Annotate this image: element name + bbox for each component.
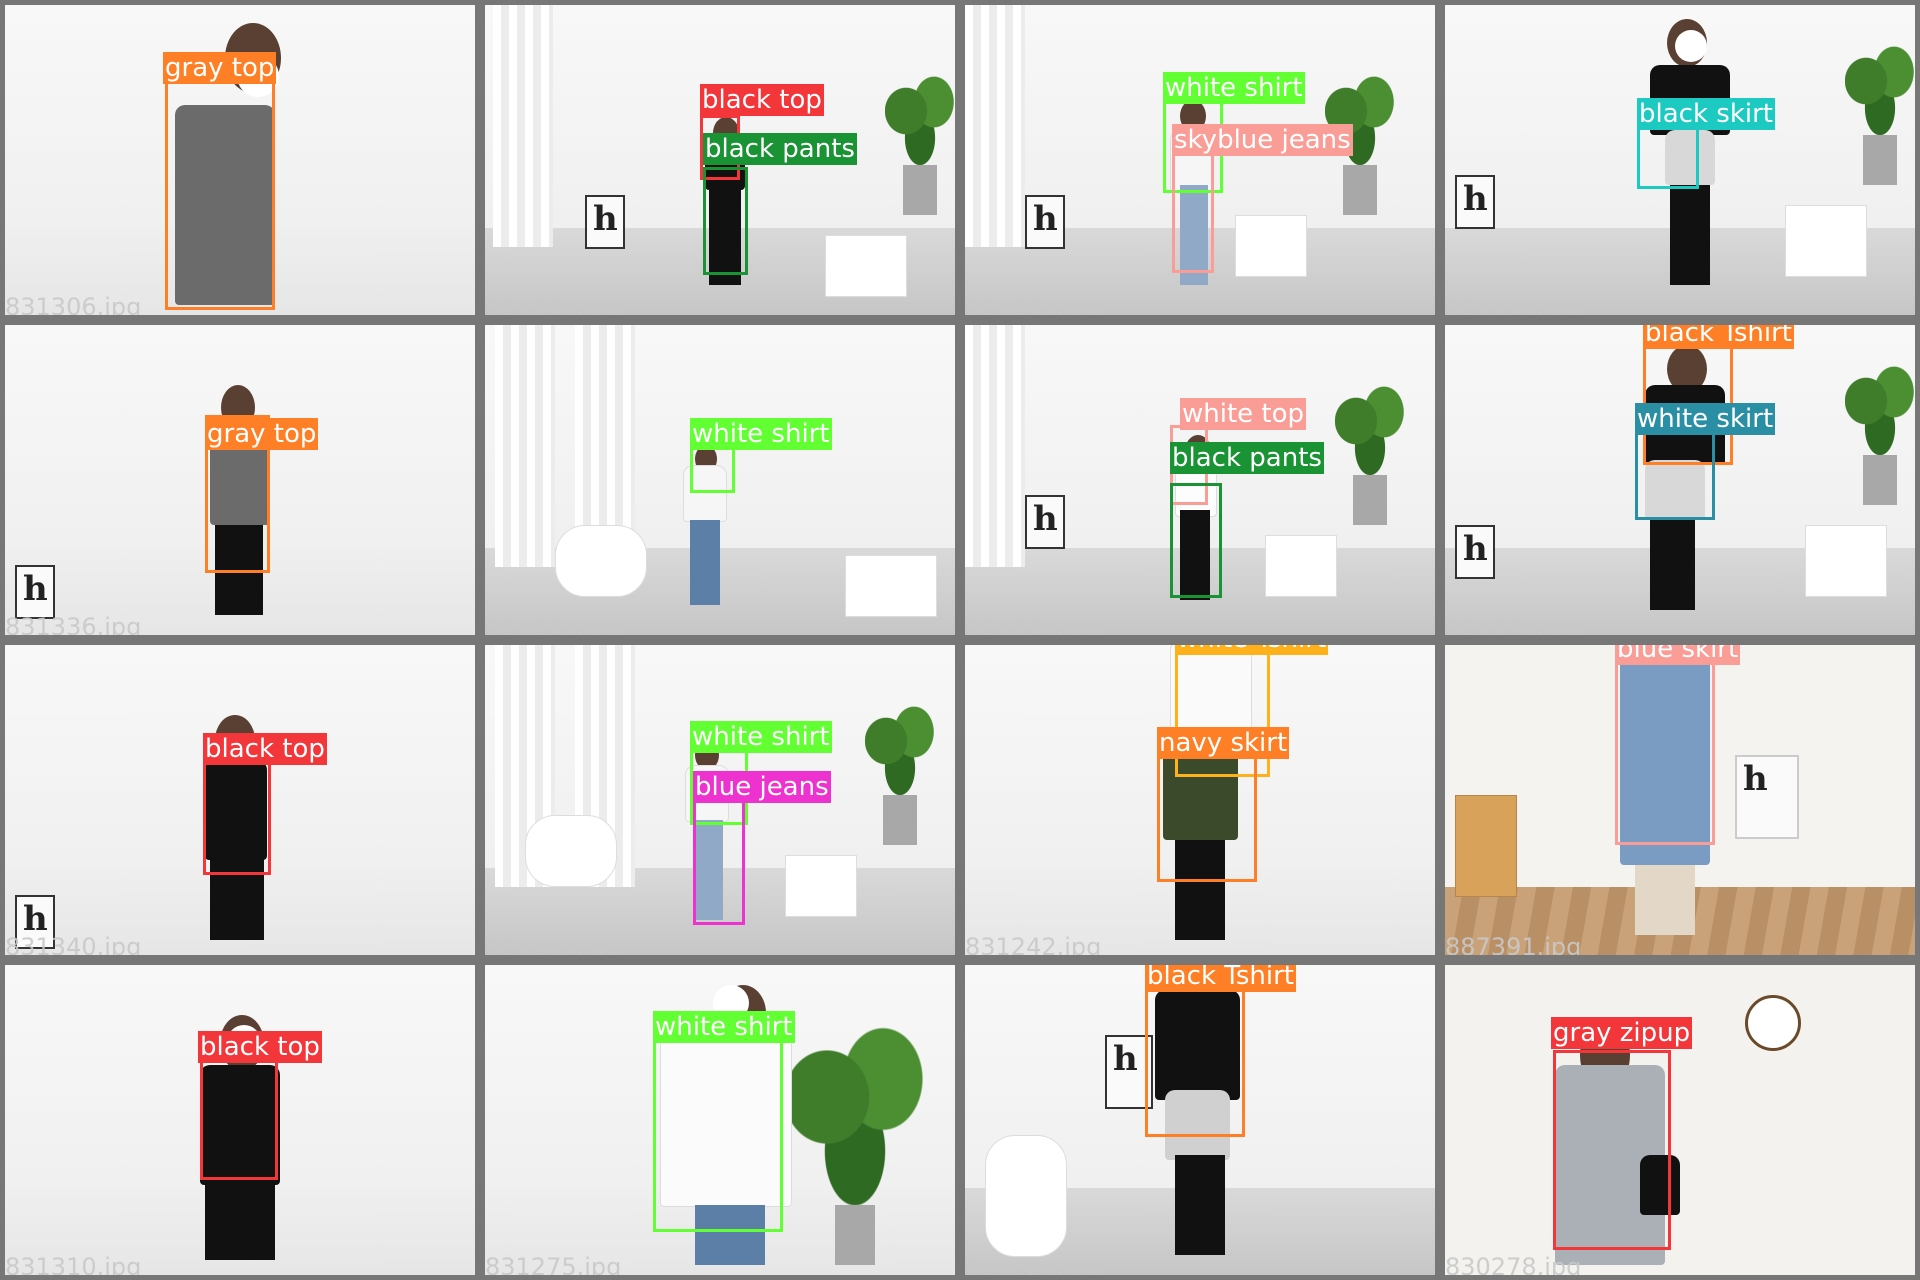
detection-label: black pants [703, 133, 857, 165]
filename-caption: 830278.jpg [1445, 1253, 1582, 1280]
detection-label: blue jeans [693, 771, 831, 803]
detection-label: white shirt [653, 1011, 795, 1043]
detection-label: gray top [205, 418, 319, 450]
image-tile: white shirt skyblue jeans 831263.jpg [960, 0, 1440, 320]
filename-caption: 831176.jpg [1445, 613, 1582, 640]
filename-caption: 831293.jpg [485, 613, 622, 640]
image-tile: white shirt blue jeans 831283.jpg [480, 640, 960, 960]
detection-label: navy skirt [1157, 727, 1290, 759]
detection-label: white Tshirt [1175, 645, 1329, 655]
image-tile: white shirt 831293.jpg [480, 320, 960, 640]
image-tile: gray zipup 830278.jpg [1440, 960, 1920, 1280]
detection-label: black skirt [1637, 98, 1775, 130]
image-tile: black skirt 831198.jpg [1440, 0, 1920, 320]
filename-caption: 887391.jpg [1445, 933, 1582, 960]
image-tile: black top black pants 831306.jpg [480, 0, 960, 320]
filename-caption: 831220.jpg [965, 1253, 1102, 1280]
image-tile: white top black pants 831396.jpg [960, 320, 1440, 640]
detection-label: white shirt [690, 721, 832, 753]
detection-label: gray zipup [1551, 1017, 1693, 1049]
detection-label: black Tshirt [1145, 961, 1296, 992]
image-tile: white Tshirt navy skirt 831242.jpg [960, 640, 1440, 960]
image-tile: white shirt 831275.jpg [480, 960, 960, 1280]
image-tile: black top 831340.jpg [0, 640, 480, 960]
detection-label: white shirt [1163, 72, 1305, 104]
detection-label: white top [1180, 398, 1307, 430]
filename-caption: 831198.jpg [1445, 293, 1582, 320]
image-tile: gray top 831306.jpg [0, 0, 480, 320]
detection-label: black top [203, 733, 327, 765]
filename-caption: 831336.jpg [5, 613, 142, 640]
detection-label: skyblue jeans [1172, 124, 1353, 156]
filename-caption: 831263.jpg [965, 293, 1102, 320]
filename-caption: 831275.jpg [485, 1253, 622, 1280]
photo-background [485, 645, 955, 955]
detection-label: white shirt [690, 418, 832, 450]
filename-caption: 831340.jpg [5, 933, 142, 960]
filename-caption: 831310.jpg [5, 1253, 142, 1280]
image-tile: gray top 831336.jpg [0, 320, 480, 640]
photo-background [1445, 965, 1915, 1275]
detection-label: black pants [1170, 442, 1324, 474]
filename-caption: 831283.jpg [485, 933, 622, 960]
image-tile: blue skirt 887391.jpg [1440, 640, 1920, 960]
detection-label: black top [198, 1031, 322, 1063]
image-tile: black Tshirt 831220.jpg [960, 960, 1440, 1280]
detection-label: blue skirt [1615, 645, 1741, 665]
detection-label: gray top [163, 52, 277, 84]
filename-caption: 831242.jpg [965, 933, 1102, 960]
filename-caption: 831306.jpg [5, 293, 142, 320]
detection-label: black top [700, 84, 824, 116]
image-tile: black Tshirt white skirt 831176.jpg [1440, 320, 1920, 640]
image-tile: black top 831310.jpg [0, 960, 480, 1280]
detection-label: white skirt [1635, 403, 1776, 435]
photo-background [485, 325, 955, 635]
detection-label: black Tshirt [1643, 325, 1794, 349]
filename-caption: 831396.jpg [965, 613, 1102, 640]
filename-caption: 831306.jpg [485, 293, 622, 320]
